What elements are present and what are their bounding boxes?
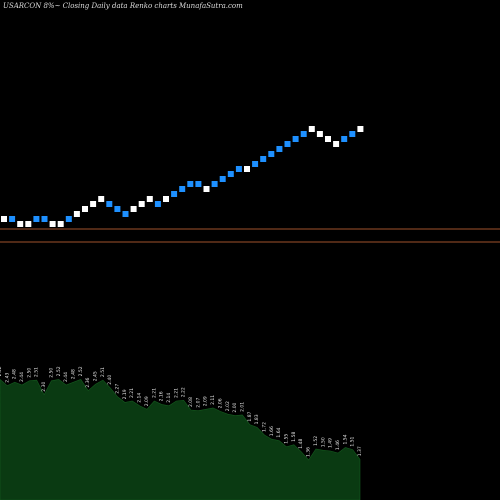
renko-brick-down bbox=[179, 186, 186, 192]
volume-label: 1.46 bbox=[335, 440, 341, 450]
volume-label: 2.06 bbox=[217, 398, 223, 408]
volume-label: 2.01 bbox=[239, 402, 245, 412]
volume-label: 1.48 bbox=[298, 439, 304, 449]
renko-brick-down bbox=[9, 216, 16, 222]
renko-brick-down bbox=[276, 146, 283, 152]
volume-label: 2.09 bbox=[144, 396, 150, 406]
volume-label: 2.52 bbox=[56, 366, 62, 376]
renko-brick-up bbox=[138, 201, 145, 207]
renko-brick-down bbox=[252, 161, 259, 167]
renko-brick-up bbox=[17, 221, 24, 227]
renko-brick-up bbox=[49, 221, 56, 227]
volume-label: 2.27 bbox=[115, 384, 121, 394]
volume-label: 1.83 bbox=[254, 414, 260, 424]
volume-label: 1.54 bbox=[342, 434, 348, 444]
volume-label: 1.37 bbox=[357, 446, 363, 456]
renko-brick-down bbox=[122, 211, 129, 217]
renko-brick-down bbox=[349, 131, 356, 137]
renko-brick-down bbox=[106, 201, 113, 207]
renko-brick-down bbox=[154, 201, 161, 207]
renko-brick-up bbox=[203, 186, 210, 192]
renko-brick-down bbox=[227, 171, 234, 177]
renko-brick-up bbox=[333, 141, 340, 147]
renko-brick-down bbox=[41, 216, 48, 222]
volume-label: 1.58 bbox=[291, 432, 297, 442]
renko-brick-down bbox=[219, 176, 226, 182]
volume-label: 2.48 bbox=[71, 369, 77, 379]
volume-label: 2.00 bbox=[232, 402, 238, 412]
renko-brick-down bbox=[235, 166, 242, 172]
volume-label: 2.50 bbox=[26, 368, 32, 378]
volume-label: 2.07 bbox=[195, 398, 201, 408]
volume-label: 1.36 bbox=[306, 447, 312, 457]
volume-label: 2.22 bbox=[181, 387, 187, 397]
volume-label: 1.52 bbox=[313, 436, 319, 446]
volume-label: 2.21 bbox=[151, 388, 157, 398]
renko-brick-down bbox=[284, 141, 291, 147]
volume-label: 1.50 bbox=[320, 437, 326, 447]
volume-label: 2.11 bbox=[210, 395, 216, 405]
volume-label: 1.64 bbox=[276, 427, 282, 437]
volume-label: 2.09 bbox=[203, 396, 209, 406]
renko-brick-up bbox=[25, 221, 32, 227]
renko-brick-up bbox=[130, 206, 137, 212]
volume-area bbox=[0, 379, 361, 500]
renko-brick-up bbox=[82, 206, 88, 212]
volume-label: 2.44 bbox=[63, 372, 69, 382]
renko-brick-up bbox=[308, 126, 315, 132]
renko-brick-down bbox=[341, 136, 348, 142]
volume-label: 1.55 bbox=[284, 434, 290, 444]
volume-label: 2.51 bbox=[34, 367, 40, 377]
volume-label: 2.08 bbox=[188, 397, 194, 407]
volume-label: 2.48 bbox=[12, 369, 18, 379]
volume-label: 2.43 bbox=[4, 373, 10, 383]
volume-label: 2.21 bbox=[129, 388, 135, 398]
renko-brick-up bbox=[325, 136, 331, 142]
volume-label: 2.52 bbox=[0, 366, 3, 376]
volume-label: 2.36 bbox=[85, 377, 91, 387]
renko-brick-down bbox=[114, 206, 121, 212]
renko-brick-down bbox=[171, 191, 178, 197]
renko-brick-down bbox=[300, 131, 307, 137]
volume-label: 1.72 bbox=[262, 422, 268, 432]
volume-label: 2.40 bbox=[107, 375, 113, 385]
renko-brick-down bbox=[292, 136, 299, 142]
renko-brick-up bbox=[316, 131, 323, 137]
volume-label: 2.50 bbox=[48, 368, 54, 378]
volume-label: 2.14 bbox=[137, 393, 143, 403]
volume-label: 1.49 bbox=[328, 438, 334, 448]
volume-label: 2.21 bbox=[173, 388, 179, 398]
renko-brick-up bbox=[146, 196, 153, 202]
renko-brick-up bbox=[163, 196, 169, 202]
renko-brick-down bbox=[211, 181, 218, 187]
volume-label: 1.66 bbox=[269, 426, 275, 436]
volume-label: 1.87 bbox=[247, 411, 253, 421]
renko-brick-up bbox=[1, 216, 7, 222]
renko-brick-down bbox=[260, 156, 267, 162]
renko-brick-up bbox=[73, 211, 80, 217]
volume-label: 2.19 bbox=[122, 389, 128, 399]
renko-brick-up bbox=[244, 166, 250, 172]
volume-label: 2.52 bbox=[78, 366, 84, 376]
volume-label: 2.16 bbox=[159, 391, 165, 401]
renko-brick-up bbox=[357, 126, 364, 132]
renko-brick-down bbox=[195, 181, 202, 187]
renko-brick-down bbox=[268, 151, 275, 157]
volume-label: 2.02 bbox=[225, 401, 231, 411]
volume-label: 2.30 bbox=[41, 382, 47, 392]
renko-brick-down bbox=[33, 216, 40, 222]
volume-label: 2.14 bbox=[166, 393, 172, 403]
renko-brick-down bbox=[187, 181, 194, 187]
volume-label: 2.44 bbox=[19, 372, 25, 382]
renko-brick-down bbox=[65, 216, 72, 222]
volume-label: 2.45 bbox=[93, 371, 99, 381]
renko-brick-up bbox=[57, 221, 64, 227]
chart-title: USARCON 8%~ Closing Daily data Renko cha… bbox=[3, 2, 243, 10]
renko-brick-up bbox=[98, 196, 105, 202]
renko-brick-up bbox=[90, 201, 97, 207]
volume-label: 2.51 bbox=[100, 367, 106, 377]
volume-label: 1.51 bbox=[350, 436, 356, 446]
